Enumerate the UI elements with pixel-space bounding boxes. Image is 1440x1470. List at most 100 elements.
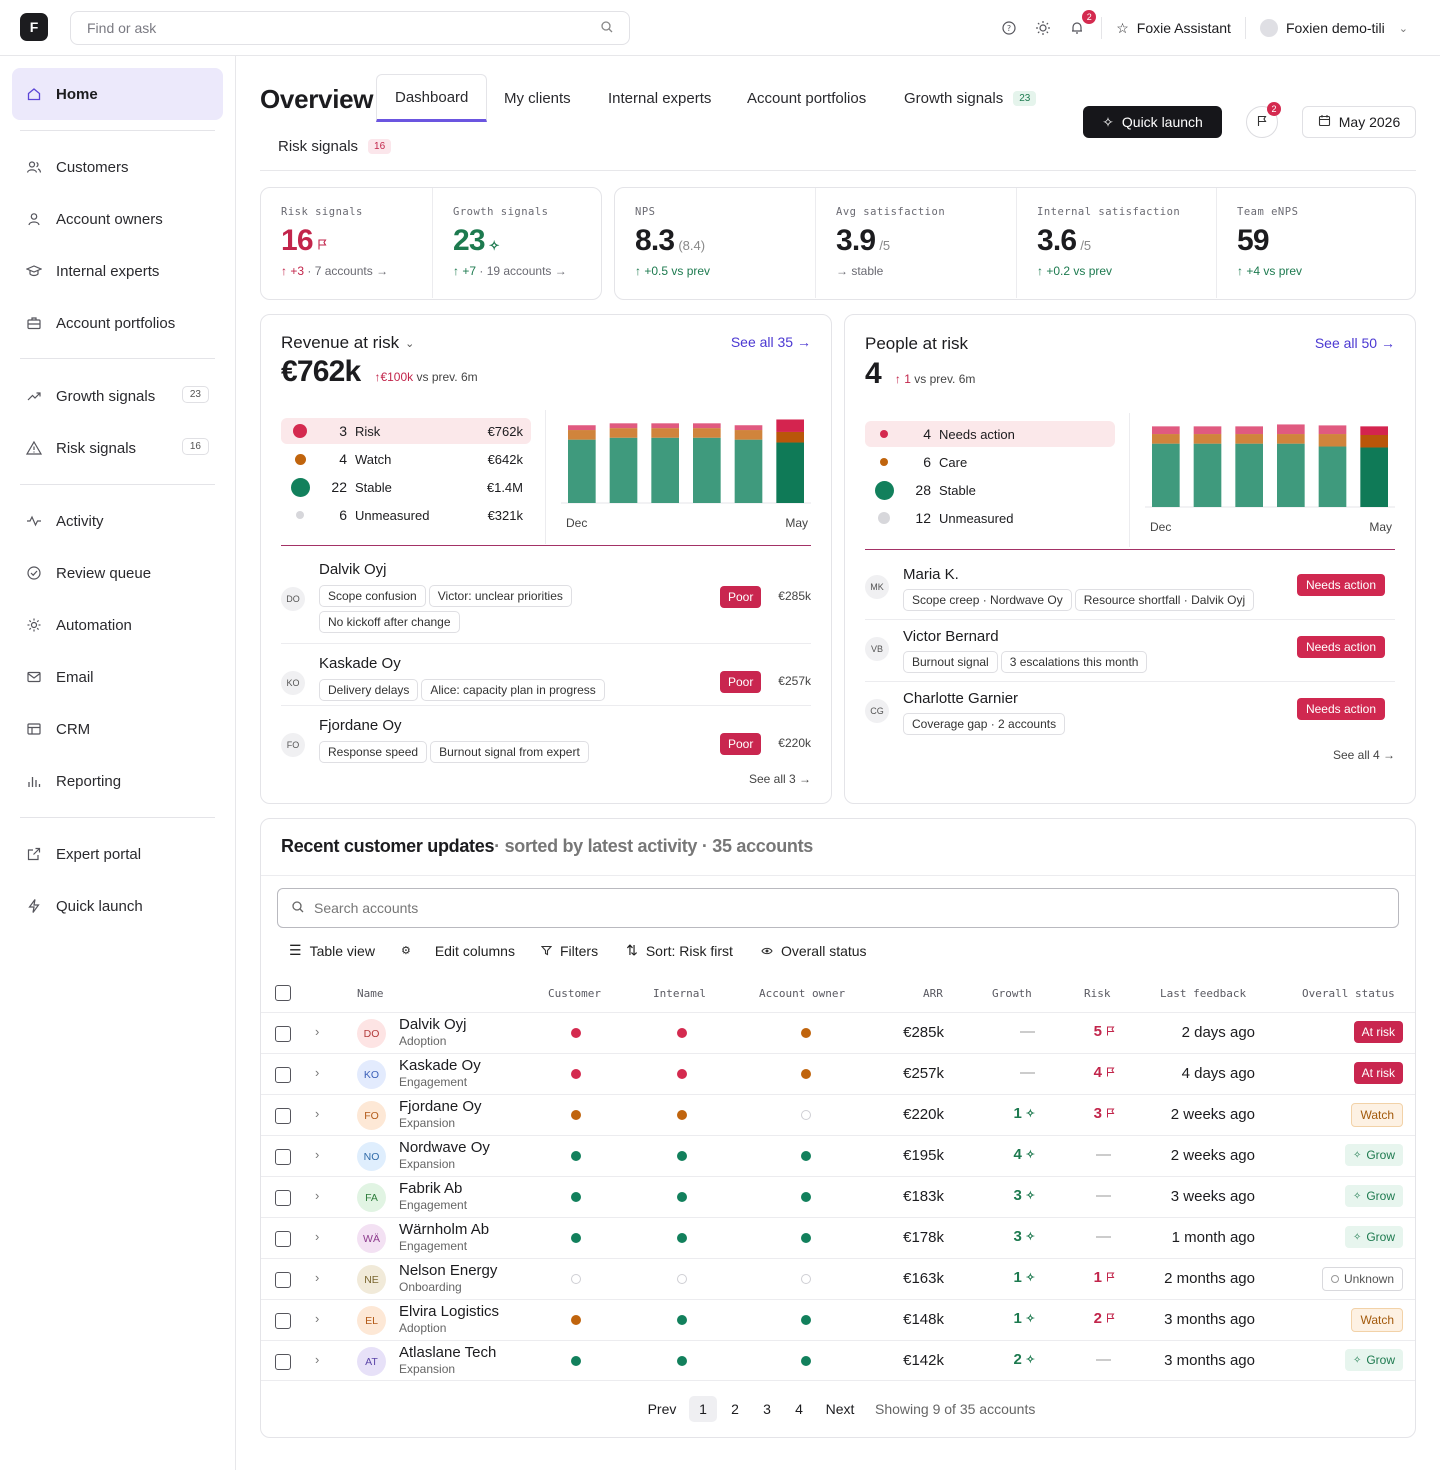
table-row[interactable]: › NO Nordwave Oy Expansion €195k 4 ✧ —2 weeks a… [261, 1135, 1415, 1176]
row-checkbox[interactable] [275, 1108, 291, 1124]
legend-row-unmeasured[interactable]: 6 Unmeasured €321k [281, 502, 531, 528]
column-header-name[interactable]: Name [357, 987, 384, 1000]
chevron-right-icon[interactable]: › [315, 1311, 320, 1326]
bar-mar-stable[interactable] [693, 437, 721, 503]
tab-risk-signals[interactable]: Risk signals 16 [260, 122, 409, 170]
bar-jan-care[interactable] [1193, 434, 1222, 444]
row-checkbox[interactable] [275, 1149, 291, 1165]
legend-row-risk[interactable]: 3 Risk €762k [281, 418, 531, 444]
table-row[interactable]: › WÄ Wärnholm Ab Engagement €178k 3 ✧ —1 month … [261, 1217, 1415, 1258]
tab-dashboard[interactable]: Dashboard [376, 74, 488, 122]
tab-growth-signals[interactable]: Growth signals 23 [886, 74, 1054, 122]
sort-button[interactable]: ⇅ Sort: Risk first [626, 942, 733, 959]
tab-internal-experts[interactable]: Internal experts [590, 74, 729, 122]
bar-may-care[interactable] [1360, 435, 1388, 448]
table-row[interactable]: › FA Fabrik Ab Engagement €183k 3 ✧ —3 weeks ag… [261, 1176, 1415, 1217]
person-row[interactable]: MK Maria K. Scope creep · Nordwave Oy Resou… [865, 565, 1395, 619]
at-risk-account-row[interactable]: FO Fjordane Oy Response speed Burnout signa… [281, 705, 811, 775]
bar-feb-stable[interactable] [1235, 443, 1263, 507]
bar-jan-stable[interactable] [1193, 443, 1222, 507]
bar-dec-risk[interactable] [568, 425, 596, 431]
flags-button[interactable]: 2 [1246, 102, 1281, 138]
chevron-right-icon[interactable]: › [315, 1147, 320, 1162]
bar-mar-stable[interactable] [1277, 443, 1305, 507]
filters-button[interactable]: Filters [540, 943, 598, 959]
table-row[interactable]: › AT Atlaslane Tech Expansion €142k 2 ✧ —3 mont… [261, 1340, 1415, 1381]
bar-feb-needs-action[interactable] [1235, 426, 1263, 435]
bar-dec-needs-action[interactable] [1152, 426, 1180, 435]
sidebar-item-expert-portal[interactable]: Expert portal [12, 828, 223, 880]
see-all-link[interactable]: See all 35 → [730, 334, 811, 350]
bar-jan-needs-action[interactable] [1193, 426, 1222, 435]
sidebar-item-home[interactable]: Home [12, 68, 223, 120]
bar-apr-stable[interactable] [1318, 446, 1347, 507]
row-checkbox[interactable] [275, 1272, 291, 1288]
column-header-internal[interactable]: Internal [653, 987, 706, 1000]
legend-row-needs-action[interactable]: 4 Needs action [865, 421, 1115, 447]
bar-dec-watch[interactable] [568, 430, 596, 440]
sidebar-item-automation[interactable]: Automation [12, 599, 223, 651]
bar-may-stable[interactable] [776, 442, 804, 503]
bar-apr-watch[interactable] [734, 430, 763, 440]
at-risk-account-row[interactable]: DO Dalvik Oyj Scope confusion Victor: uncle… [281, 559, 811, 645]
sidebar-item-reporting[interactable]: Reporting [12, 755, 223, 807]
person-row[interactable]: CG Charlotte Garnier Coverage gap · 2 acco… [865, 681, 1395, 743]
chevron-right-icon[interactable]: › [315, 1106, 320, 1121]
column-header-last-feedback[interactable]: Last feedback [1160, 987, 1247, 1000]
bar-mar-risk[interactable] [693, 423, 721, 429]
global-search-input[interactable]: Find or ask [70, 11, 630, 45]
bar-apr-risk[interactable] [734, 425, 763, 431]
date-picker-button[interactable]: May 2026 [1302, 106, 1416, 138]
sidebar-item-quick-launch[interactable]: Quick launch [12, 880, 223, 932]
sidebar-item-internal-experts[interactable]: Internal experts [12, 245, 223, 297]
row-checkbox[interactable] [275, 1190, 291, 1206]
bar-may-needs-action[interactable] [1360, 426, 1388, 435]
bar-dec-stable[interactable] [1152, 443, 1180, 507]
assistant-button[interactable]: ☆ Foxie Assistant [1116, 20, 1231, 37]
bar-may-stable[interactable] [1360, 447, 1388, 507]
legend-row-watch[interactable]: 4 Watch €642k [281, 446, 531, 472]
sidebar-item-account-portfolios[interactable]: Account portfolios [12, 297, 223, 349]
table-row[interactable]: › KO Kaskade Oy Engagement €257k — 4 4 days ago… [261, 1053, 1415, 1094]
app-logo[interactable]: F [20, 13, 48, 41]
row-checkbox[interactable] [275, 1231, 291, 1247]
overall-status-button[interactable]: Overall status [761, 943, 867, 959]
chevron-right-icon[interactable]: › [315, 1270, 320, 1285]
row-checkbox[interactable] [275, 1067, 291, 1083]
legend-row-unmeasured[interactable]: 12 Unmeasured [865, 505, 1115, 531]
table-row[interactable]: › FO Fjordane Oy Expansion €220k 1 ✧ 3 2 weeks a… [261, 1094, 1415, 1135]
notifications-bell-icon[interactable]: 2 [1067, 10, 1097, 38]
kpi-internal-satisfaction[interactable]: Internal satisfaction 3.6/5 ↑ +0.2 vs pr… [1016, 188, 1216, 298]
tab-my-clients[interactable]: My clients [486, 74, 589, 122]
see-all-link[interactable]: See all 4 → [1332, 748, 1395, 762]
table-row[interactable]: › EL Elvira Logistics Adoption €148k 1 ✧ 2 3 mon… [261, 1299, 1415, 1340]
bar-mar-watch[interactable] [693, 428, 721, 438]
sidebar-item-growth-signals[interactable]: Growth signals 23 [12, 370, 223, 422]
column-header-risk[interactable]: Risk [1084, 987, 1111, 1000]
row-checkbox[interactable] [275, 1313, 291, 1329]
sidebar-item-crm[interactable]: CRM [12, 703, 223, 755]
row-checkbox[interactable] [275, 1026, 291, 1042]
accounts-search-input[interactable]: Search accounts [277, 888, 1399, 928]
bar-apr-needs-action[interactable] [1318, 425, 1347, 435]
bar-jan-risk[interactable] [609, 423, 638, 429]
kpi-risk-signals[interactable]: Risk signals 16 ↑ +3 · 7 accounts → [261, 188, 432, 298]
kpi-growth-signals[interactable]: Growth signals 23 ✧ ↑ +7 · 19 accounts → [432, 188, 602, 298]
legend-row-stable[interactable]: 22 Stable €1.4M [281, 474, 531, 500]
edit-columns-button[interactable]: Edit columns [434, 942, 515, 959]
kpi-nps[interactable]: NPS 8.3 (8.4) ↑ +0.5 vs prev [615, 188, 815, 298]
pagination-page-1[interactable]: 1 [689, 1396, 717, 1422]
column-header-growth[interactable]: Growth [992, 987, 1032, 1000]
bar-jan-watch[interactable] [609, 428, 638, 438]
sidebar-item-activity[interactable]: Activity [12, 495, 223, 547]
column-header-account-owner[interactable]: Account owner [759, 987, 846, 1000]
column-header-customer[interactable]: Customer [548, 987, 601, 1000]
column-header-arr[interactable]: ARR [923, 987, 943, 1000]
quick-launch-button[interactable]: ✧ Quick launch [1083, 106, 1222, 138]
sidebar-item-review-queue[interactable]: Review queue [12, 547, 223, 599]
sidebar-item-email[interactable]: Email [12, 651, 223, 703]
help-icon[interactable]: ? [999, 18, 1019, 38]
select-all-checkbox[interactable] [275, 985, 291, 1001]
sidebar-item-customers[interactable]: Customers [12, 141, 223, 193]
theme-sun-icon[interactable] [1033, 18, 1053, 38]
